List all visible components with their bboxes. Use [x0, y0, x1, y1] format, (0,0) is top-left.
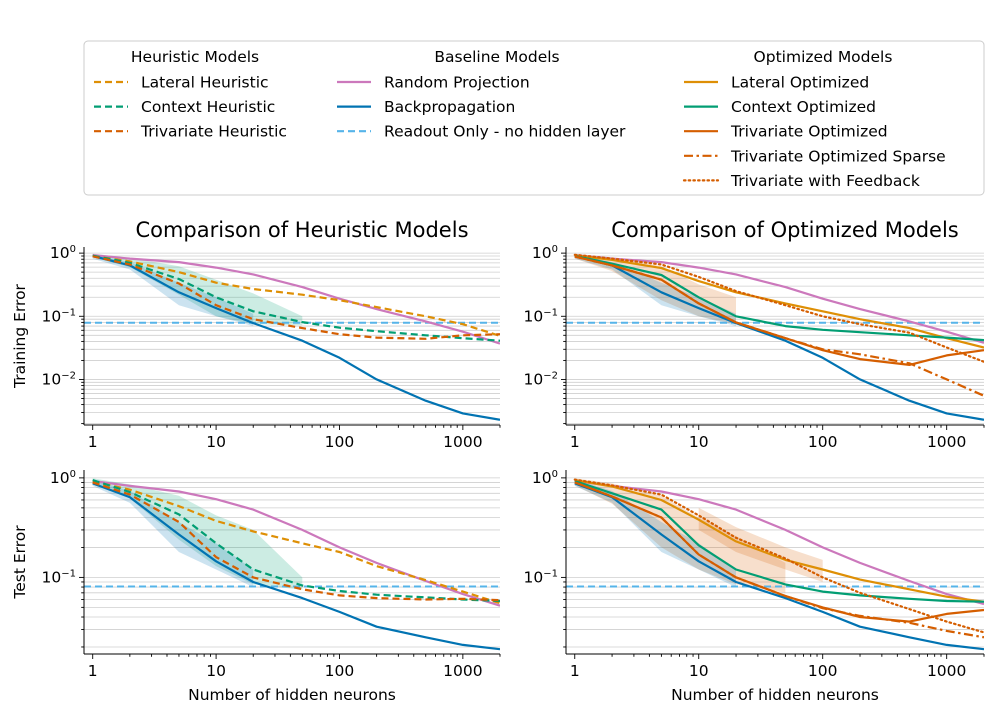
x-tick-label: 1 [570, 433, 580, 451]
y-tick-label: 10−1 [42, 568, 76, 586]
legend-label-trivariate_heuristic: Trivariate Heuristic [140, 123, 287, 141]
x-tick-label: 1000 [927, 662, 966, 680]
legend-group-title: Heuristic Models [131, 48, 259, 66]
y-tick-label: 10−1 [524, 307, 558, 325]
legend-label-trivariate_optimized: Trivariate Optimized [730, 123, 888, 141]
panel-heur_test: 1 10 100 1000 100 10−1 Number of hidden neuron… [11, 469, 501, 704]
x-tick-label: 1000 [443, 662, 482, 680]
legend-group-0: Heuristic Models Lateral Heuristic Context… [94, 48, 287, 141]
legend-label-lateral_heuristic: Lateral Heuristic [141, 74, 269, 92]
x-tick-label: 1 [88, 433, 98, 451]
series-trivariate_sparse [574, 255, 984, 397]
legend-label-readout_only: Readout Only - no hidden layer [384, 123, 626, 141]
series-random_projection [92, 254, 500, 345]
legend-group-1: Baseline Models Random Projection Backprop… [337, 48, 626, 141]
y-tick-label: 100 [50, 469, 76, 487]
legend-label-lateral_optimized: Lateral Optimized [731, 74, 869, 92]
series-trivariate_heuristic [92, 255, 500, 340]
x-tick-label: 100 [325, 433, 355, 451]
band-context_heuristic [92, 478, 303, 590]
series-lateral_heuristic [92, 480, 500, 605]
series-backprop [92, 254, 500, 421]
legend-group-title: Baseline Models [434, 48, 559, 66]
series-context_heuristic [92, 254, 500, 342]
y-tick-label: 100 [532, 244, 558, 262]
grid [84, 252, 500, 424]
series-lateral_optimized [574, 479, 984, 603]
series-trivariate_heuristic [92, 481, 500, 602]
series-random_projection [574, 479, 984, 606]
legend-group-2: Optimized Models Lateral Optimized Context… [682, 48, 946, 190]
y-tick-label: 100 [532, 469, 558, 487]
x-axis-label: Number of hidden neurons [188, 686, 396, 704]
series-trivariate_feedback [573, 478, 984, 634]
y-tick-label: 10−1 [42, 307, 76, 325]
series-random_projection [92, 479, 500, 607]
legend-label-context_optimized: Context Optimized [731, 98, 876, 116]
series-trivariate_sparse [574, 481, 984, 639]
panel-heur_train: 1 10 100 1000 100 10−1 10−2 Comparison of Heuri… [11, 218, 501, 451]
series-backprop [92, 482, 500, 651]
series-trivariate_feedback [573, 253, 984, 363]
x-tick-label: 1000 [927, 433, 966, 451]
legend: Heuristic Models Lateral Heuristic Context… [83, 40, 985, 196]
x-tick-label: 100 [808, 662, 838, 680]
series-context_optimized [574, 254, 984, 342]
band-trivariate_feedback [698, 507, 823, 582]
y-axis-label: Test Error [11, 525, 29, 600]
legend-label-random_projection: Random Projection [384, 74, 530, 92]
x-tick-label: 1000 [443, 433, 482, 451]
band-context_heuristic [92, 253, 303, 326]
y-tick-label: 10−2 [42, 370, 76, 388]
panel-opt_test: 1 10 100 1000 100 10−1 Number of hidden neuron… [524, 469, 985, 704]
x-tick-label: 100 [808, 433, 838, 451]
panels: 1 10 100 1000 100 10−1 10−2 Comparison of Heuri… [11, 218, 985, 704]
panel-title: Comparison of Heuristic Models [135, 218, 468, 242]
legend-label-trivariate_feedback: Trivariate with Feedback [730, 172, 920, 190]
legend-group-title: Optimized Models [754, 48, 893, 66]
x-tick-label: 10 [206, 433, 226, 451]
y-axis-label: Training Error [11, 283, 29, 388]
y-tick-label: 10−1 [524, 568, 558, 586]
series-lateral_optimized [574, 254, 984, 349]
panel-title: Comparison of Optimized Models [611, 218, 958, 242]
x-tick-label: 10 [689, 662, 709, 680]
y-tick-label: 100 [50, 244, 76, 262]
series-backprop [574, 482, 984, 651]
grid [566, 477, 984, 648]
legend-frame [83, 40, 985, 196]
band-backprop [574, 254, 736, 327]
x-tick-label: 1 [88, 662, 98, 680]
series-lateral_heuristic [92, 254, 500, 337]
legend-label-context_heuristic: Context Heuristic [141, 98, 275, 116]
band-backprop [92, 254, 254, 327]
series-backprop [574, 254, 984, 421]
y-tick-label: 10−2 [524, 370, 558, 388]
series-context_heuristic [92, 479, 500, 603]
x-tick-label: 1 [570, 662, 580, 680]
x-axis-label: Number of hidden neurons [671, 686, 879, 704]
series-random_projection [574, 254, 984, 344]
x-tick-label: 10 [689, 433, 709, 451]
x-tick-label: 100 [325, 662, 355, 680]
legend-label-backprop: Backpropagation [384, 98, 515, 116]
series-context_optimized [574, 479, 984, 603]
panel-opt_train: 1 10 100 1000 100 10−1 10−2 Comparison of Optim… [524, 218, 985, 451]
legend-label-trivariate_sparse: Trivariate Optimized Sparse [730, 147, 946, 165]
x-tick-label: 10 [206, 662, 226, 680]
